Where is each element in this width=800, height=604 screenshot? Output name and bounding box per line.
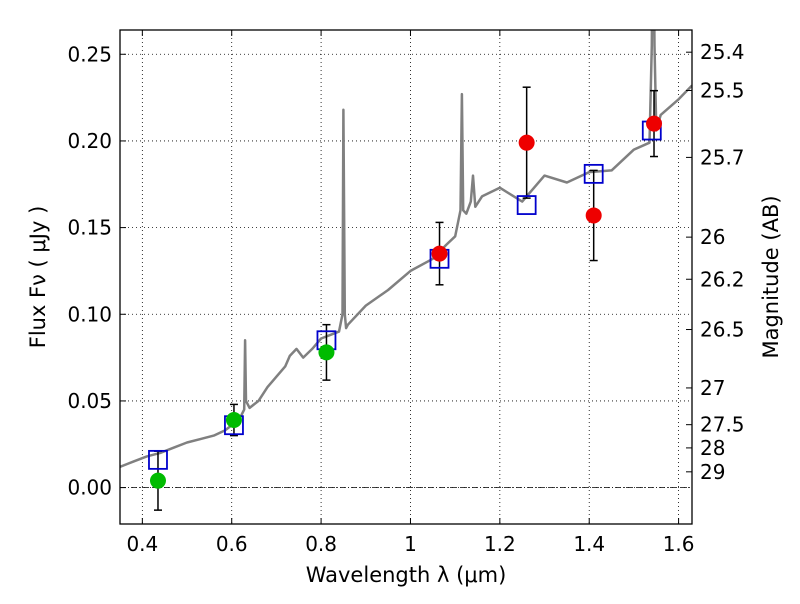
mag-tick-label: 26.5: [700, 318, 745, 342]
model-photometry-square: [583, 163, 604, 184]
axes: 0.4 0.6 0.8 1 1.2 1.4 1.6 0.00 0.05 0.10 0.15 0.20 0…: [67, 30, 745, 556]
model-photometry-square: [516, 195, 537, 215]
mag-tick-label: 28: [700, 436, 725, 460]
x-tick-label: 1.6: [663, 532, 695, 556]
mag-tick-label: 25.7: [700, 145, 745, 169]
y-axis-title: Flux Fν ( μJy ): [26, 206, 50, 349]
optical-photometry-point: [225, 412, 242, 428]
y-tick-label: 0.00: [67, 476, 112, 500]
mag-tick-label: 27.5: [700, 413, 745, 437]
y-axis-right-title: Magnitude (AB): [759, 195, 783, 358]
mag-tick-label: 26.2: [700, 267, 745, 291]
mag-tick-label: 25.4: [700, 40, 745, 64]
x-tick-label: 1: [404, 532, 417, 556]
y-tick-label: 0.25: [67, 42, 112, 66]
mag-tick-label: 27: [700, 376, 725, 400]
x-axis-title: Wavelength λ (μm): [306, 563, 507, 587]
x-tick-label: 0.8: [305, 532, 337, 556]
model-photometry-square: [148, 449, 168, 470]
markers: [148, 115, 663, 489]
x-tick-label: 0.4: [126, 532, 158, 556]
nir-photometry-point: [646, 115, 663, 132]
optical-photometry-point: [318, 344, 335, 361]
nir-photometry-point: [518, 134, 535, 151]
nir-photometry-point: [431, 245, 448, 262]
mag-tick-label: 26: [700, 225, 725, 249]
mag-tick-label: 29: [700, 460, 725, 484]
x-tick-label: 1.2: [484, 532, 516, 556]
y-tick-label: 0.10: [67, 302, 112, 326]
optical-photometry-point: [149, 472, 166, 489]
plot-frame: [119, 29, 693, 525]
nir-photometry-point: [585, 207, 602, 224]
x-tick-label: 1.4: [573, 532, 605, 556]
y-tick-label: 0.20: [67, 129, 112, 153]
mag-tick-label: 25.5: [700, 78, 745, 102]
y-tick-label: 0.15: [67, 216, 112, 240]
y-tick-label: 0.05: [67, 389, 112, 413]
x-tick-label: 0.6: [216, 532, 248, 556]
